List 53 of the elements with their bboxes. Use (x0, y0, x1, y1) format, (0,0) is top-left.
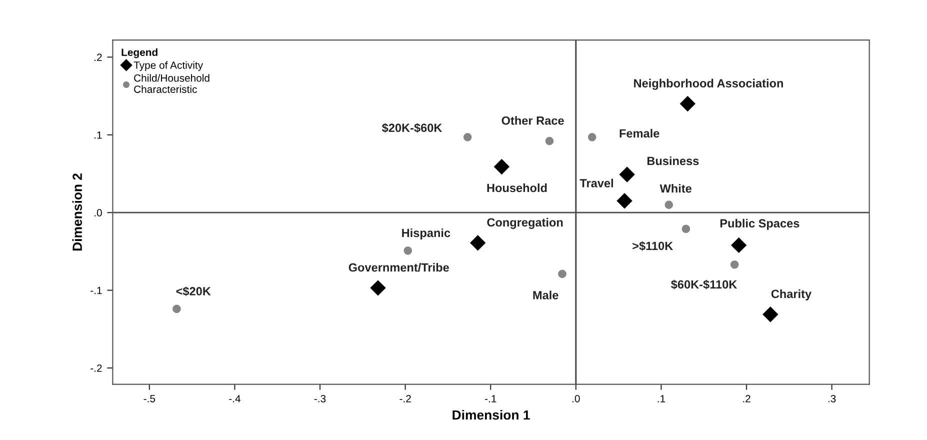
point (558, 270, 566, 278)
legend-label: Type of Activity (134, 61, 204, 71)
point (588, 133, 596, 142)
x-axis-title: Dimension 1 (452, 410, 530, 420)
annotation: Congregation (487, 218, 563, 229)
point (463, 133, 472, 142)
annotation: Business (647, 156, 699, 166)
y-tick-label: .1 (94, 131, 102, 139)
annotation: Male (533, 290, 558, 300)
x-tick-label: -.1 (484, 395, 496, 402)
x-tick-label: -.2 (400, 394, 411, 402)
y-tick-label: .2 (94, 54, 102, 61)
point (494, 159, 510, 174)
annotation: Government/Tribe (348, 262, 449, 272)
point (731, 238, 746, 253)
legend-label: Child/Household Characteristic (134, 74, 210, 93)
annotation: $60K-$110K (671, 280, 738, 290)
x-tick-label: .0 (572, 394, 580, 402)
annotation: <$20K (176, 286, 211, 296)
point (545, 136, 554, 146)
point (370, 280, 386, 296)
point (730, 260, 739, 269)
x-tick-label: .3 (828, 394, 836, 402)
point (620, 166, 635, 182)
annotation: Household (487, 183, 547, 192)
point (664, 200, 674, 209)
y-tick-label: -.2 (90, 364, 102, 372)
legend-title: Legend (122, 48, 158, 58)
x-tick-label: -.5 (144, 395, 156, 402)
annotation: Travel (580, 178, 613, 188)
point (470, 235, 486, 250)
point (616, 193, 632, 208)
annotation: Female (620, 128, 660, 138)
annotation: Neighborhood Association (634, 78, 783, 90)
annotation: Charity (771, 289, 812, 300)
point (682, 224, 690, 234)
annotation: White (660, 184, 692, 193)
point (680, 96, 696, 112)
y-axis-title: Dimension 2 (72, 173, 82, 251)
x-tick-label: -.4 (229, 395, 240, 402)
x-tick-label: .1 (658, 395, 666, 402)
x-tick-label: -.3 (314, 394, 326, 402)
annotation: Public Spaces (720, 218, 800, 230)
point (172, 304, 181, 314)
x-tick-label: .2 (743, 394, 750, 402)
point (404, 246, 412, 255)
y-tick-label: .0 (94, 209, 102, 216)
y-tick-label: -.1 (90, 286, 102, 294)
annotation: >$110K (632, 241, 674, 251)
point (762, 306, 778, 322)
annotation: $20K-$60K (382, 123, 442, 133)
annotation: Hispanic (402, 228, 450, 240)
annotation: Other Race (502, 116, 564, 125)
